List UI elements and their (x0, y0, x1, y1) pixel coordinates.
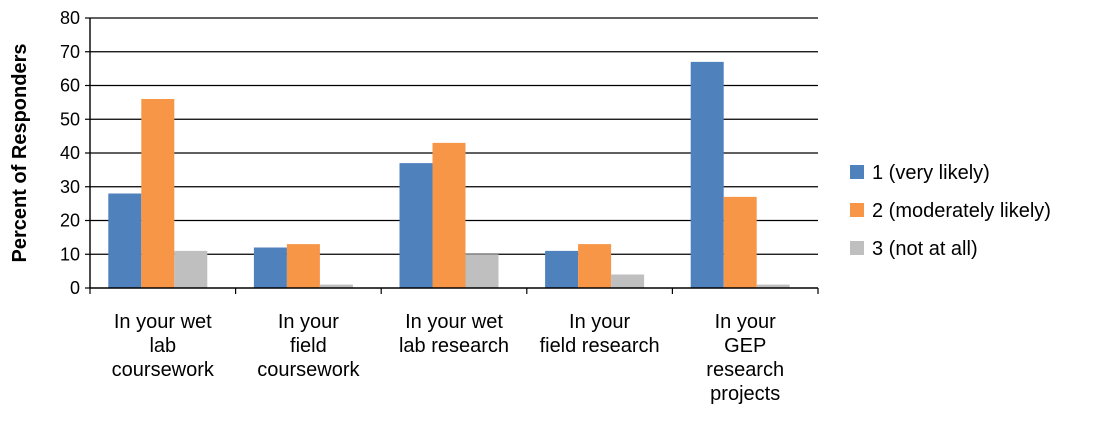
legend-swatch (850, 203, 864, 217)
bar (141, 99, 175, 288)
bar (399, 163, 433, 288)
y-tick-label: 80 (60, 8, 80, 28)
legend-swatch (850, 241, 864, 255)
y-tick-label: 0 (70, 278, 80, 298)
y-tick-label: 70 (60, 42, 80, 62)
bar (756, 284, 790, 288)
y-tick-label: 20 (60, 211, 80, 231)
bar (723, 196, 757, 288)
axes (89, 18, 819, 294)
bar (690, 61, 724, 288)
x-category-label: In your field research (540, 311, 660, 357)
legend-label: 2 (moderately likely) (872, 200, 1051, 222)
y-axis-title: Percent of Responders (9, 44, 31, 263)
x-category-label: In your wet lab coursework (112, 311, 215, 381)
y-tick-label: 50 (60, 109, 80, 129)
bar (253, 247, 287, 288)
bar (545, 250, 579, 288)
bar (319, 284, 353, 288)
bars (108, 61, 790, 288)
x-category-label: In your wet lab research (399, 311, 509, 357)
bar (108, 193, 142, 288)
bar (578, 244, 612, 288)
x-axis-category-labels: In your wet lab coursework In your field cour… (112, 311, 784, 405)
legend-label: 1 (very likely) (872, 162, 990, 184)
bar (465, 254, 499, 288)
y-tick-label: 10 (60, 244, 80, 264)
legend-label: 3 (not at all) (872, 238, 978, 260)
legend-swatch (850, 165, 864, 179)
bar (432, 142, 466, 288)
x-category-label: In your GEP research projects (706, 311, 784, 405)
bar (611, 274, 645, 288)
bar (174, 250, 208, 288)
bar (286, 244, 320, 288)
y-tick-label: 40 (60, 143, 80, 163)
y-axis-ticks: 0 10 20 30 40 50 60 70 80 (60, 8, 90, 298)
y-tick-label: 30 (60, 177, 80, 197)
y-tick-label: 60 (60, 76, 80, 96)
legend: 1 (very likely) 2 (moderately likely) 3 (n… (850, 162, 1051, 260)
x-category-label: In your field coursework (257, 311, 360, 381)
